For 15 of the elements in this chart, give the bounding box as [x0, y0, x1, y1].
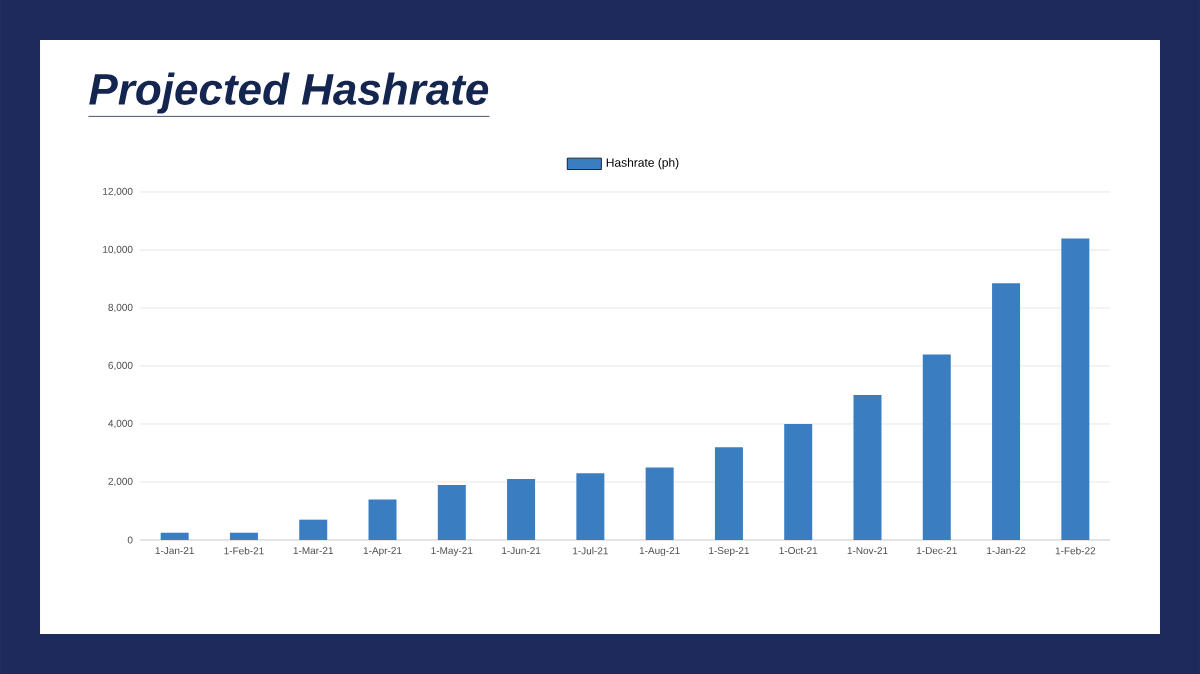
chart-title: Projected Hashrate	[89, 72, 489, 114]
bar	[160, 532, 189, 540]
bar	[437, 484, 466, 540]
bar	[992, 283, 1021, 540]
bar	[1061, 238, 1090, 540]
bar	[229, 532, 258, 540]
bar	[922, 354, 951, 540]
bar	[299, 519, 328, 540]
bar	[368, 499, 397, 540]
bar	[645, 467, 674, 540]
bar	[784, 423, 813, 540]
bar	[853, 394, 882, 540]
bar	[576, 473, 605, 540]
bar	[507, 479, 536, 540]
bar	[714, 447, 743, 540]
